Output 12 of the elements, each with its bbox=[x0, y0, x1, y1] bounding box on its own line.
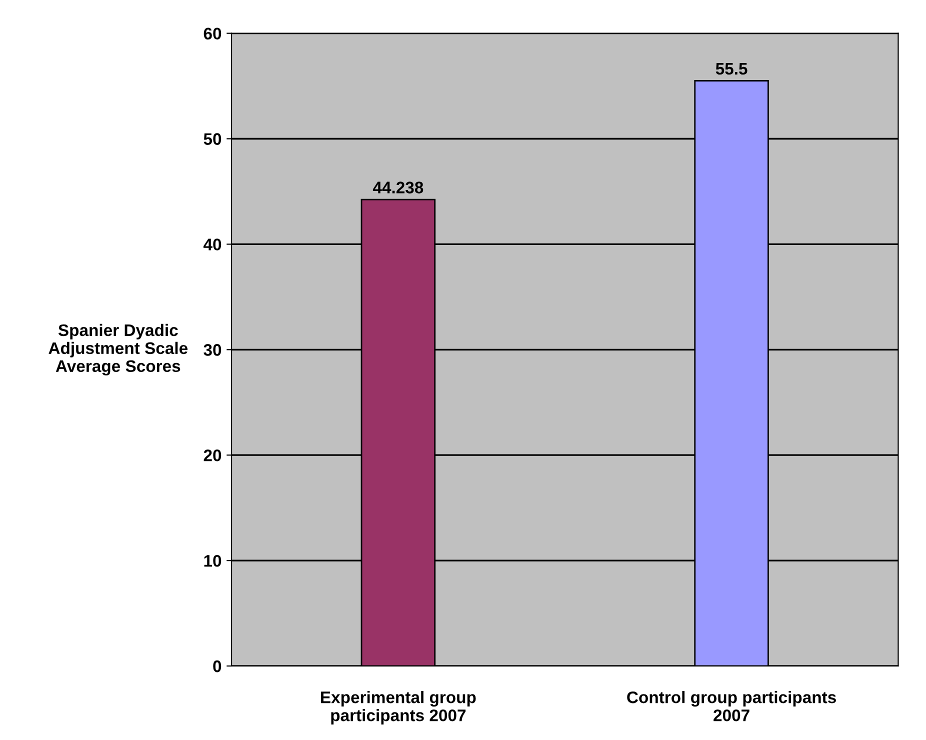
y-tick-label: 0 bbox=[213, 660, 222, 672]
y-tick-label: 50 bbox=[204, 133, 222, 145]
y-tick-label: 40 bbox=[203, 238, 222, 250]
x-tick-label: Control group participants 2007 bbox=[627, 691, 836, 722]
y-tick-label: 60 bbox=[204, 28, 222, 40]
data-label: 55.5 bbox=[716, 63, 748, 75]
y-tick-label: 30 bbox=[204, 344, 222, 356]
y-tick-label: 20 bbox=[204, 450, 222, 462]
x-tick-label: Experimental group participants 2007 bbox=[321, 691, 476, 725]
data-label: 44.238 bbox=[372, 182, 424, 194]
y-axis-title: Spanier Dyadic Adjustment Scale Average Scores bbox=[48, 324, 188, 376]
y-tick-label: 10 bbox=[204, 554, 222, 567]
